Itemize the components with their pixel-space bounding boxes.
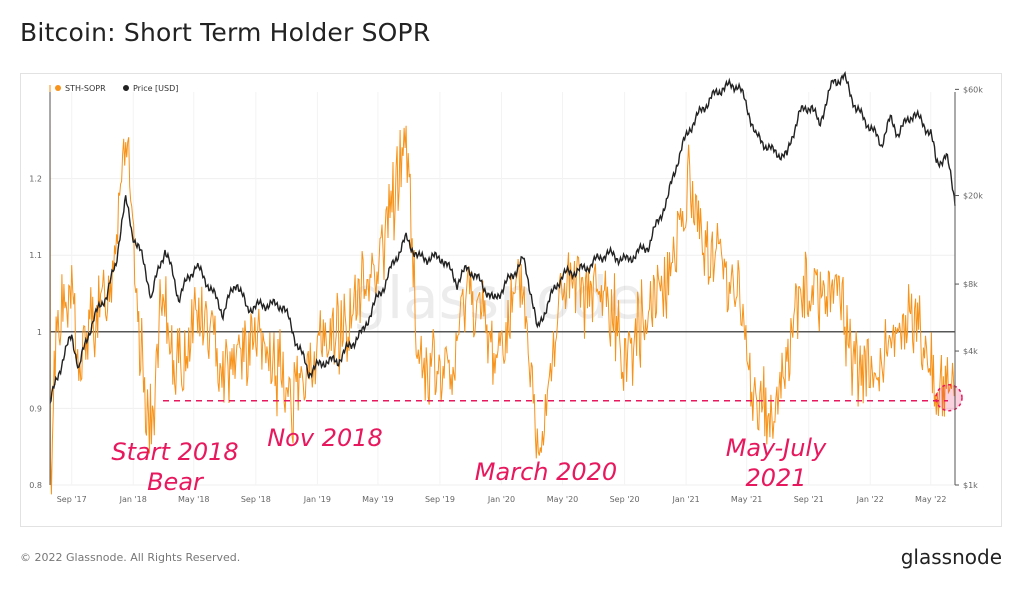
price-line (49, 71, 956, 404)
highlight-circle (935, 383, 963, 412)
legend-label-sopr: STH-SOPR (65, 84, 106, 93)
legend-label-price: Price [USD] (133, 84, 178, 93)
x-tick-label: Jan '21 (671, 495, 699, 504)
x-tick-label: Sep '19 (425, 495, 455, 504)
x-tick-label: Sep '17 (57, 495, 87, 504)
x-tick-label: Sep '20 (610, 495, 640, 504)
annotation-label: Start 2018 (111, 438, 238, 466)
x-tick-label: Jan '22 (856, 495, 884, 504)
annotation-label: Bear (147, 468, 205, 496)
y-right-tick-label: $60k (963, 85, 983, 94)
x-tick-label: May '20 (547, 495, 578, 504)
y-left-tick-label: 1 (37, 328, 42, 337)
annotation-label: March 2020 (475, 458, 617, 486)
x-tick-label: May '21 (731, 495, 762, 504)
x-tick-label: May '18 (178, 495, 209, 504)
copyright: © 2022 Glassnode. All Rights Reserved. (20, 551, 241, 564)
y-left-tick-label: 1.2 (29, 175, 42, 184)
y-right-tick-label: $1k (963, 481, 978, 490)
page-title: Bitcoin: Short Term Holder SOPR (20, 18, 431, 47)
x-tick-label: Jan '19 (303, 495, 331, 504)
y-right-tick-label: $20k (963, 192, 983, 201)
y-right-tick-label: $4k (963, 347, 978, 356)
x-tick-label: Jan '18 (119, 495, 147, 504)
x-tick-label: Sep '18 (241, 495, 271, 504)
x-tick-label: Jan '20 (487, 495, 515, 504)
y-left-tick-label: 0.8 (29, 481, 42, 490)
y-left-tick-label: 1.1 (29, 251, 42, 260)
annotation-label: Nov 2018 (267, 424, 383, 452)
y-right-tick-label: $8k (963, 280, 978, 289)
x-tick-label: Sep '21 (794, 495, 824, 504)
legend-marker-price (123, 85, 129, 91)
legend-marker-sopr (55, 85, 61, 91)
grid (50, 92, 955, 486)
annotation-label: 2021 (745, 464, 806, 492)
annotation-label: May-July (726, 434, 827, 462)
y-left-tick-label: 0.9 (29, 404, 42, 413)
x-tick-label: May '19 (362, 495, 393, 504)
x-tick-label: May '22 (915, 495, 946, 504)
brand-logo: glassnode (900, 545, 1002, 569)
chart-frame (20, 73, 1002, 527)
chart: glassnode 0.80.911.11.2$1k$4k$8k$20k$60k… (29, 71, 983, 504)
sopr-line (49, 84, 956, 495)
